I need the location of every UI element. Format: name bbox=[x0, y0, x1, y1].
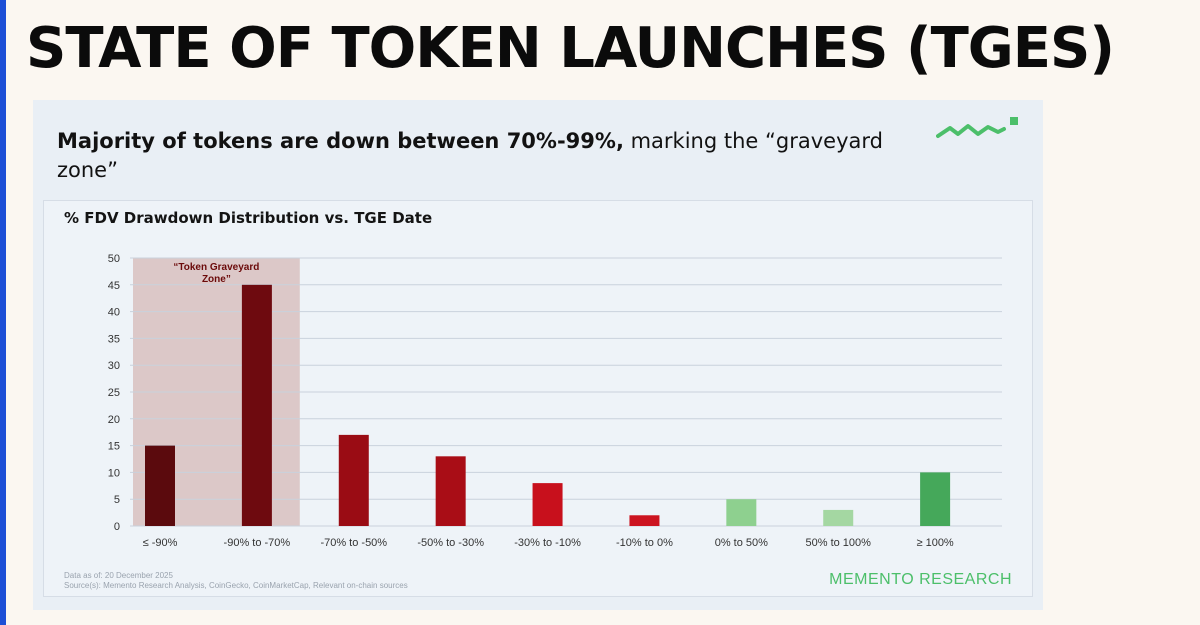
bar bbox=[920, 472, 951, 526]
zigzag-line-icon bbox=[936, 117, 1018, 138]
y-tick-label: 20 bbox=[108, 414, 120, 426]
headline-rest: marking the “graveyard zone” bbox=[57, 129, 883, 182]
chart-title: % FDV Drawdown Distribution vs. TGE Date bbox=[64, 209, 433, 227]
headline: Majority of tokens are down between 70%-… bbox=[57, 127, 917, 185]
left-accent-bar bbox=[0, 0, 6, 625]
x-tick-label: 50% to 100% bbox=[806, 537, 872, 549]
headline-bold: Majority of tokens are down between 70%-… bbox=[57, 129, 624, 153]
bar bbox=[338, 434, 369, 526]
x-tick-label: -70% to -50% bbox=[320, 537, 387, 549]
x-tick-label: -50% to -30% bbox=[417, 537, 484, 549]
zone-annotation-line2: Zone” bbox=[202, 274, 231, 285]
y-tick-label: 35 bbox=[108, 333, 120, 345]
slide-title: STATE OF TOKEN LAUNCHES (TGES) bbox=[26, 16, 1115, 81]
y-tick-label: 40 bbox=[108, 307, 120, 319]
x-tick-label: 0% to 50% bbox=[715, 537, 768, 549]
y-tick-label: 45 bbox=[108, 280, 120, 292]
date-note: Data as of: 20 December 2025 bbox=[64, 571, 173, 580]
x-tick-label: ≤ -90% bbox=[143, 537, 178, 549]
y-tick-label: 30 bbox=[108, 360, 120, 372]
y-tick-label: 10 bbox=[108, 467, 120, 479]
bar bbox=[532, 483, 563, 526]
bar bbox=[726, 499, 757, 526]
bar-chart: 0 5 10 15 20 25 30 35 40 45 50 “Token GraveyardZone… bbox=[108, 253, 1002, 549]
x-tick-label: -30% to -10% bbox=[514, 537, 581, 549]
source-note: Source(s): Memento Research Analysis, Co… bbox=[64, 581, 408, 590]
y-tick-label: 50 bbox=[108, 253, 120, 265]
chart-card: % FDV Drawdown Distribution vs. TGE Date… bbox=[43, 200, 1033, 597]
bar bbox=[241, 284, 272, 526]
bar bbox=[823, 509, 854, 526]
content-panel: Majority of tokens are down between 70%-… bbox=[33, 100, 1043, 610]
brand-name: MEMENTO RESEARCH bbox=[829, 571, 1012, 588]
y-tick-label: 25 bbox=[108, 387, 120, 399]
y-tick-label: 0 bbox=[114, 521, 120, 533]
x-tick-label: ≥ 100% bbox=[916, 537, 953, 549]
bar bbox=[435, 456, 466, 526]
y-tick-label: 15 bbox=[108, 441, 120, 453]
zone-annotation-line1: “Token Graveyard bbox=[173, 262, 259, 273]
bar bbox=[145, 445, 175, 526]
x-tick-label: -90% to -70% bbox=[224, 537, 291, 549]
y-tick-label: 5 bbox=[114, 494, 120, 506]
x-tick-label: -10% to 0% bbox=[616, 537, 673, 549]
bar bbox=[629, 515, 660, 526]
